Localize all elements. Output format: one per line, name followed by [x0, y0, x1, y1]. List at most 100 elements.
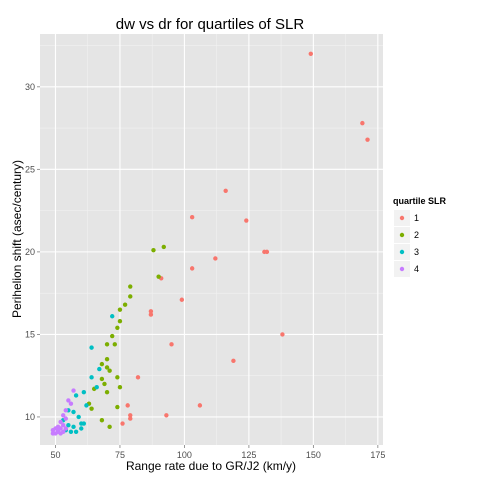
data-point-quartile-3 [94, 385, 99, 390]
data-point-quartile-4 [61, 413, 66, 418]
data-point-quartile-3 [84, 403, 89, 408]
data-point-quartile-2 [117, 319, 123, 324]
data-points [50, 51, 370, 436]
legend-marker-quartile-4 [399, 266, 405, 272]
legend-label-quartile-2: 2 [414, 230, 419, 240]
data-point-quartile-2 [117, 385, 123, 390]
data-point-quartile-2 [161, 244, 166, 250]
legend-items: 1 2 3 4 [394, 210, 419, 277]
legend-label-quartile-1: 1 [414, 213, 419, 223]
tick-labels: 50 75 100 125 150 175 10 15 20 25 30 [25, 82, 385, 460]
data-point-quartile-2 [99, 376, 105, 382]
data-point-quartile-1 [197, 403, 203, 408]
y-tick-label: 30 [25, 82, 35, 92]
data-point-quartile-4 [66, 398, 71, 403]
data-point-quartile-2 [112, 342, 117, 347]
data-point-quartile-1 [125, 403, 130, 408]
data-point-quartile-4 [55, 429, 61, 434]
data-point-quartile-1 [223, 188, 228, 194]
data-point-quartile-1 [128, 413, 133, 418]
data-point-quartile-1 [179, 297, 185, 302]
data-point-quartile-3 [110, 314, 115, 319]
data-point-quartile-1 [189, 215, 195, 220]
data-point-quartile-1 [308, 51, 313, 57]
data-point-quartile-1 [148, 309, 154, 314]
y-tick-label: 15 [25, 329, 35, 339]
data-point-quartile-4 [50, 427, 56, 433]
data-point-quartile-2 [115, 404, 120, 410]
data-point-quartile-1 [360, 120, 365, 126]
data-point-quartile-3 [76, 414, 81, 420]
data-point-quartile-1 [128, 416, 133, 421]
data-point-quartile-2 [104, 356, 110, 362]
legend-title: quartile SLR [393, 196, 447, 206]
data-point-quartile-3 [73, 429, 79, 434]
legend: quartile SLR 1 2 3 4 [393, 196, 447, 277]
grid-lines [40, 34, 383, 445]
legend-label-quartile-3: 3 [414, 247, 419, 257]
data-point-quartile-4 [63, 416, 68, 421]
data-point-quartile-3 [71, 409, 76, 415]
x-tick-label: 50 [50, 450, 60, 460]
x-tick-label: 175 [370, 450, 385, 460]
x-tick-label: 150 [306, 450, 321, 460]
legend-marker-quartile-3 [399, 249, 405, 255]
data-point-quartile-1 [262, 249, 267, 255]
data-point-quartile-3 [89, 375, 94, 380]
data-point-quartile-1 [120, 421, 125, 426]
data-point-quartile-4 [61, 422, 66, 428]
data-point-quartile-2 [99, 418, 105, 423]
data-point-quartile-2 [104, 365, 110, 370]
data-point-quartile-3 [68, 429, 74, 434]
data-point-quartile-2 [99, 361, 105, 367]
x-axis-title: Range rate due to GR/J2 (km/y) [126, 459, 296, 473]
data-point-quartile-4 [71, 388, 76, 393]
data-point-quartile-2 [104, 342, 110, 347]
data-point-quartile-1 [164, 413, 169, 418]
legend-label-quartile-4: 4 [414, 264, 419, 274]
data-point-quartile-1 [169, 342, 174, 347]
legend-marker-quartile-1 [399, 215, 405, 221]
data-point-quartile-4 [58, 419, 63, 425]
data-point-quartile-1 [244, 218, 249, 223]
data-point-quartile-3 [89, 345, 94, 350]
data-point-quartile-3 [81, 389, 87, 395]
data-point-quartile-2 [107, 424, 112, 430]
data-point-quartile-1 [213, 256, 218, 261]
data-point-quartile-1 [280, 332, 285, 337]
data-point-quartile-2 [104, 389, 110, 395]
y-axis-title: Perihelion shift (asec/century) [10, 160, 24, 318]
data-point-quartile-2 [117, 307, 123, 312]
data-point-quartile-1 [148, 312, 154, 317]
y-tick-label: 20 [25, 247, 35, 257]
legend-marker-quartile-2 [399, 232, 405, 238]
chart-title: dw vs dr for quartiles of SLR [116, 16, 305, 33]
data-point-quartile-2 [128, 294, 133, 299]
data-point-quartile-2 [110, 333, 115, 339]
data-point-quartile-3 [73, 393, 79, 398]
data-point-quartile-3 [66, 422, 71, 428]
data-point-quartile-3 [79, 426, 84, 431]
data-point-quartile-1 [365, 137, 370, 142]
data-point-quartile-2 [122, 302, 128, 307]
data-point-quartile-2 [115, 375, 120, 380]
plot-panel [40, 34, 383, 445]
data-point-quartile-1 [135, 375, 141, 380]
data-point-quartile-3 [71, 424, 76, 430]
data-point-quartile-3 [97, 366, 102, 372]
y-tick-label: 10 [25, 412, 35, 422]
x-tick-label: 125 [241, 450, 256, 460]
data-point-quartile-1 [231, 358, 236, 364]
data-point-quartile-2 [156, 274, 161, 279]
data-point-quartile-2 [115, 325, 120, 331]
data-point-quartile-1 [189, 266, 195, 271]
data-point-quartile-2 [151, 248, 156, 253]
data-point-quartile-4 [63, 408, 68, 413]
data-point-quartile-4 [63, 426, 68, 431]
data-point-quartile-2 [107, 368, 112, 373]
data-point-quartile-3 [81, 421, 87, 426]
x-tick-label: 75 [115, 450, 125, 460]
data-point-quartile-2 [102, 381, 107, 387]
